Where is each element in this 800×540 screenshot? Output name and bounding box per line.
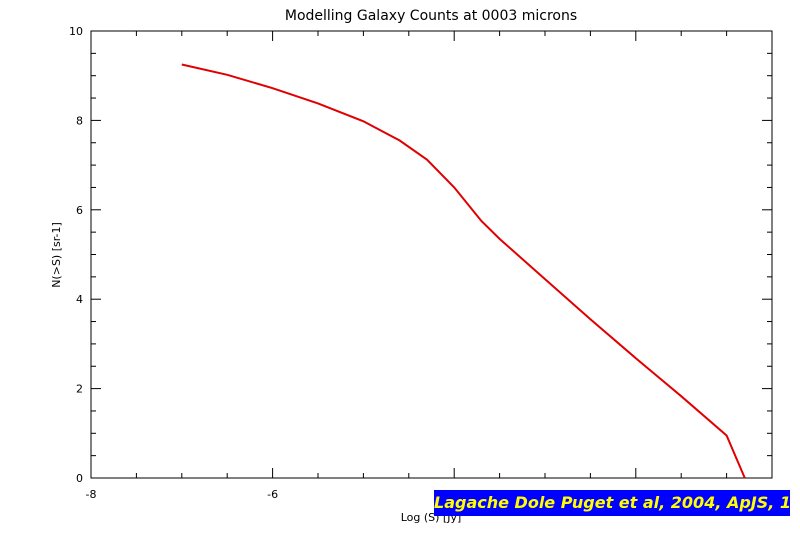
tick-labels: -8-6-40246810: [69, 25, 460, 501]
series-line: [181, 63, 746, 479]
chart-title: Modelling Galaxy Counts at 0003 microns: [285, 8, 577, 24]
y-tick-label: 0: [76, 472, 83, 485]
y-tick-label: 10: [69, 25, 83, 38]
y-tick-label: 2: [76, 383, 83, 396]
x-tick-label: -6: [267, 488, 278, 501]
y-tick-label: 4: [76, 293, 83, 306]
citation-banner: Lagache Dole Puget et al, 2004, ApJS, 15…: [434, 490, 790, 516]
plot-frame: [90, 30, 773, 479]
y-tick-label: 6: [76, 204, 83, 217]
y-tick-label: 8: [76, 114, 83, 127]
axis-ticks: [90, 30, 773, 479]
y-axis-label: N(>S) [sr-1]: [50, 222, 63, 288]
x-tick-label: -8: [86, 488, 97, 501]
